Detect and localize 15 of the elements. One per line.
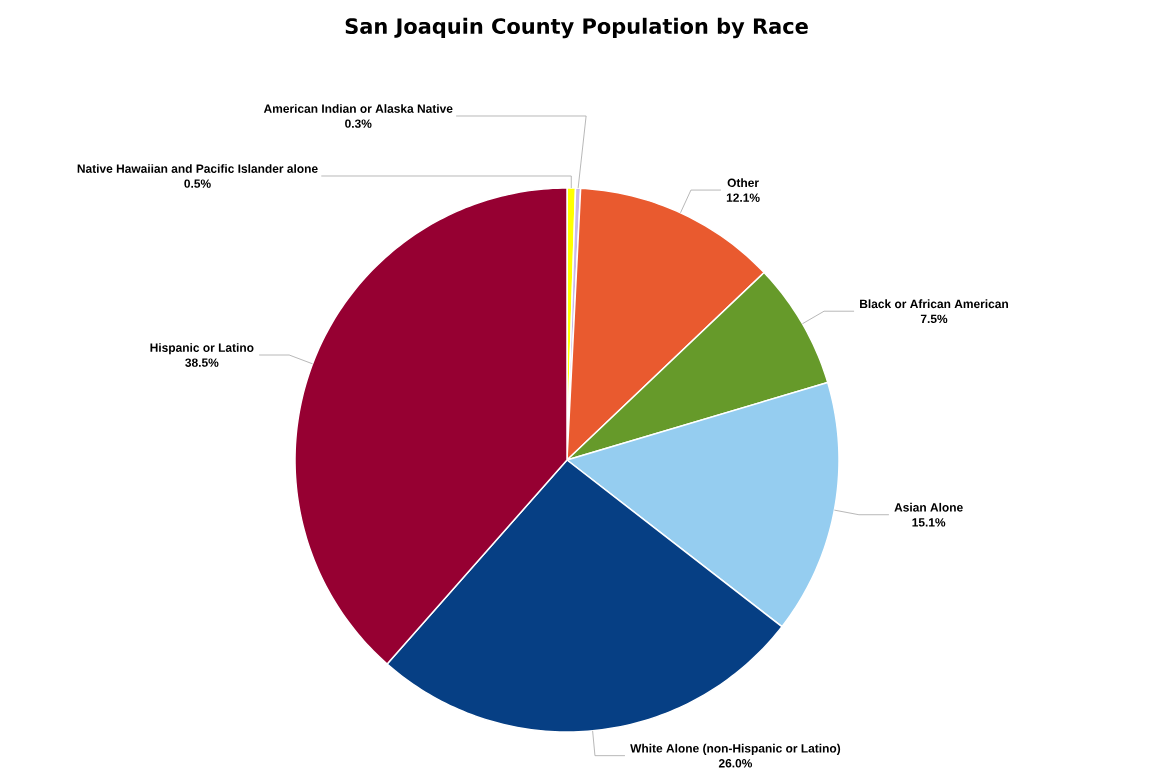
slice-label: White Alone (non-Hispanic or Latino) bbox=[630, 743, 841, 755]
chart-title: San Joaquin County Population by Race bbox=[345, 17, 808, 39]
slice-label: Other bbox=[727, 178, 759, 187]
data-label: 38.5% bbox=[185, 358, 219, 367]
data-label: 0.5% bbox=[184, 179, 211, 188]
data-label: 26.0% bbox=[718, 759, 753, 768]
slice-label: Black or African American bbox=[860, 299, 1008, 309]
slice-label: American Indian or Alaska Native bbox=[263, 104, 453, 113]
slice-label: Asian Alone bbox=[894, 502, 963, 512]
data-label: 7.5% bbox=[920, 314, 948, 324]
slice-label: Hispanic or Latino bbox=[150, 343, 254, 355]
data-label: 12.1% bbox=[726, 193, 760, 202]
slice-label: Native Hawaiian and Pacific Islander alone bbox=[77, 164, 318, 173]
data-label: 0.3% bbox=[345, 119, 372, 128]
data-label: 15.1% bbox=[912, 518, 946, 527]
